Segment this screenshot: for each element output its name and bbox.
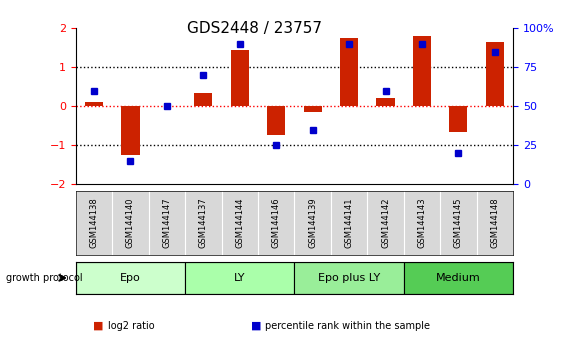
Text: GDS2448 / 23757: GDS2448 / 23757 [187, 21, 322, 36]
Bar [486, 42, 504, 106]
Text: GSM144139: GSM144139 [308, 198, 317, 249]
Bar [340, 38, 358, 106]
Bar [194, 93, 212, 106]
Text: ■: ■ [93, 321, 104, 331]
Text: GSM144143: GSM144143 [417, 198, 426, 249]
Text: ■: ■ [251, 321, 261, 331]
Text: GSM144144: GSM144144 [236, 198, 244, 248]
Bar [377, 98, 395, 106]
Text: Epo plus LY: Epo plus LY [318, 273, 380, 283]
Text: GSM144141: GSM144141 [345, 198, 353, 248]
Text: GSM144138: GSM144138 [90, 198, 99, 249]
Text: GSM144147: GSM144147 [163, 198, 171, 249]
Text: GSM144142: GSM144142 [381, 198, 390, 248]
Text: Epo: Epo [120, 273, 141, 283]
FancyBboxPatch shape [294, 262, 403, 294]
Bar [267, 106, 285, 136]
Text: GSM144145: GSM144145 [454, 198, 463, 248]
Text: log2 ratio: log2 ratio [108, 321, 154, 331]
Text: GSM144148: GSM144148 [490, 198, 499, 249]
Text: GSM144146: GSM144146 [272, 198, 280, 249]
FancyBboxPatch shape [185, 262, 294, 294]
FancyBboxPatch shape [403, 262, 513, 294]
Text: percentile rank within the sample: percentile rank within the sample [265, 321, 430, 331]
Text: GSM144140: GSM144140 [126, 198, 135, 248]
Text: growth protocol: growth protocol [6, 273, 82, 283]
Bar [85, 102, 103, 106]
Bar [304, 106, 322, 112]
Bar [121, 106, 139, 155]
Text: GSM144137: GSM144137 [199, 198, 208, 249]
Bar [231, 50, 249, 106]
Bar [449, 106, 468, 132]
FancyBboxPatch shape [76, 262, 185, 294]
Text: Medium: Medium [436, 273, 481, 283]
Bar [413, 36, 431, 106]
Text: LY: LY [234, 273, 245, 283]
